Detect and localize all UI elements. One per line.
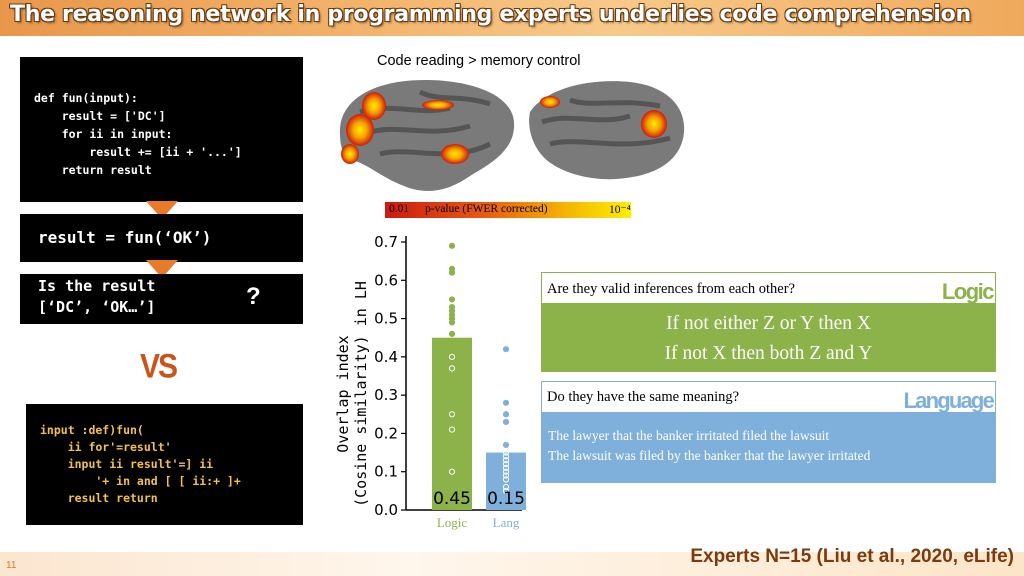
data-point: [502, 399, 510, 406]
citation: Experts N=15 (Liu et al., 2020, eLife): [690, 546, 1014, 567]
y-tick-label: 0.2: [374, 424, 398, 442]
y-tick-label: 0.4: [374, 348, 398, 366]
question-mark: ?: [246, 283, 261, 310]
code-block-call: result = fun(‘OK’): [20, 214, 303, 262]
logic-tag: Logic: [941, 279, 995, 304]
data-point: [448, 319, 456, 326]
value-label-lang: 0.15: [487, 489, 525, 509]
bar-lang: [486, 452, 526, 510]
colorbar-max: 10⁻⁴: [609, 204, 631, 216]
y-tick-label: 0.3: [374, 386, 398, 404]
colorbar-min: 0.01: [389, 203, 410, 215]
language-line-1: The lawyer that the banker irritated fil…: [548, 428, 830, 443]
y-axis-label-line1: Overlap index: [334, 335, 352, 452]
bars: [432, 337, 526, 510]
data-point: [502, 464, 510, 471]
vs-label: VS: [140, 347, 178, 386]
title-bar: The reasoning network in programming exp…: [0, 0, 1024, 36]
logic-body: If not either Z or Y then X If not X the…: [541, 303, 996, 372]
logic-line-1: If not either Z or Y then X: [666, 313, 871, 334]
data-point: [448, 426, 456, 433]
x-label-logic: Logic: [437, 515, 468, 530]
data-point: [502, 457, 510, 464]
slide-title: The reasoning network in programming exp…: [10, 2, 971, 27]
code-block-question: Is the result [‘DC’, ‘OK…’]: [20, 274, 303, 324]
data-point: [502, 441, 510, 449]
code-block-scrambled: input :def)fun( ii for'=result' input ii…: [26, 404, 303, 525]
value-labels: 0.45 0.15: [433, 489, 525, 509]
logic-question: Are they valid inferences from each othe…: [547, 281, 795, 297]
right-hemisphere: [529, 81, 685, 180]
left-hemisphere: [339, 80, 515, 191]
bar-logic: [432, 337, 472, 510]
brain-activation-map: [339, 80, 685, 191]
language-line-2: The lawsuit was filed by the banker that…: [548, 448, 871, 463]
data-point: [448, 468, 456, 475]
footer-bar: [0, 552, 1024, 576]
overlap-bar-chart: 0.00.10.20.30.40.50.60.7 0.45 0.15 Logic L…: [334, 233, 526, 530]
y-tick-label: 0.5: [374, 310, 398, 328]
data-points: [448, 242, 510, 494]
data-point: [448, 269, 456, 276]
y-tick-label: 0.7: [374, 233, 398, 251]
language-panel: Do they have the same meaning? Language …: [541, 381, 996, 483]
colorbar: 0.01 p-value (FWER corrected) 10⁻⁴: [385, 202, 631, 218]
y-tick-label: 0.0: [374, 501, 398, 519]
data-point: [502, 411, 510, 418]
y-tick-label: 0.6: [374, 271, 398, 289]
data-point: [448, 242, 456, 249]
language-tag: Language: [903, 388, 995, 413]
data-point: [448, 296, 456, 303]
language-question: Do they have the same meaning?: [547, 389, 740, 405]
slide-number: 11: [6, 560, 17, 571]
data-point: [502, 449, 510, 456]
x-label-lang: Lang: [493, 515, 520, 530]
code-block-program: def fun(input): result = ['DC'] for ii i…: [20, 57, 303, 202]
data-point: [448, 353, 456, 360]
logic-line-2: If not X then both Z and Y: [664, 343, 873, 364]
data-point: [502, 453, 510, 460]
data-point: [502, 468, 510, 475]
logic-panel: Are they valid inferences from each othe…: [541, 272, 996, 372]
data-point: [448, 330, 456, 337]
y-axis-label-line2: (Cosine similarity) in LH: [352, 281, 370, 507]
arrow-down-icon: [146, 260, 178, 278]
data-point: [448, 411, 456, 418]
brain-map-title: Code reading > memory control: [377, 53, 581, 69]
data-point: [502, 483, 510, 491]
data-point: [502, 487, 510, 494]
y-ticks: 0.0 0.1 0.2 0.3 0.4 0.5 0.6 0.7: [374, 233, 406, 519]
value-label-logic: 0.45: [433, 489, 471, 509]
data-point: [502, 460, 510, 468]
language-header: Do they have the same meaning? Language: [541, 381, 996, 413]
data-point: [502, 472, 510, 479]
data-point: [502, 418, 510, 426]
data-point: [448, 365, 456, 372]
language-body: The lawyer that the banker irritated fil…: [541, 412, 996, 483]
x-labels: Logic Lang: [437, 515, 520, 530]
data-point: [502, 346, 510, 353]
colorbar-label: p-value (FWER corrected): [425, 203, 548, 215]
logic-header: Are they valid inferences from each othe…: [541, 272, 996, 304]
data-point: [502, 476, 510, 483]
y-tick-label: 0.1: [374, 463, 398, 481]
